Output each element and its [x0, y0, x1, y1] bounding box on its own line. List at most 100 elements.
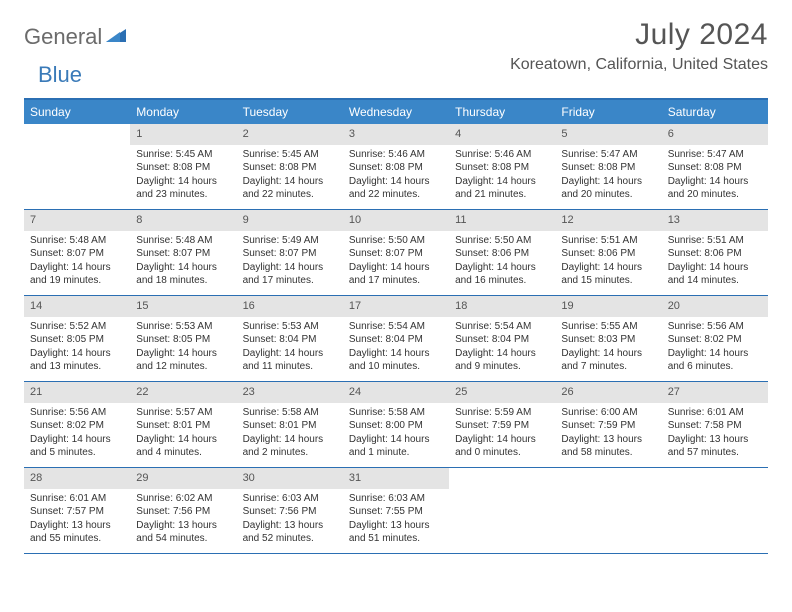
- empty-day-cell: [449, 468, 555, 553]
- sunset-text: Sunset: 7:56 PM: [243, 505, 337, 519]
- day-cell: 3Sunrise: 5:46 AMSunset: 8:08 PMDaylight…: [343, 124, 449, 209]
- day-body: Sunrise: 6:02 AMSunset: 7:56 PMDaylight:…: [130, 489, 236, 552]
- brand-triangle-icon: [106, 26, 126, 49]
- sunrise-text: Sunrise: 5:54 AM: [349, 320, 443, 334]
- weekday-header: Saturday: [662, 100, 768, 124]
- day-body: Sunrise: 5:56 AMSunset: 8:02 PMDaylight:…: [24, 403, 130, 466]
- day-body: Sunrise: 5:52 AMSunset: 8:05 PMDaylight:…: [24, 317, 130, 380]
- week-row: 28Sunrise: 6:01 AMSunset: 7:57 PMDayligh…: [24, 468, 768, 554]
- sunrise-text: Sunrise: 5:52 AM: [30, 320, 124, 334]
- day-cell: 4Sunrise: 5:46 AMSunset: 8:08 PMDaylight…: [449, 124, 555, 209]
- day-cell: 14Sunrise: 5:52 AMSunset: 8:05 PMDayligh…: [24, 296, 130, 381]
- daylight-text: Daylight: 14 hours and 11 minutes.: [243, 347, 337, 374]
- day-number: 31: [343, 468, 449, 489]
- day-number: 15: [130, 296, 236, 317]
- daylight-text: Daylight: 13 hours and 52 minutes.: [243, 519, 337, 546]
- sunset-text: Sunset: 8:04 PM: [243, 333, 337, 347]
- day-number: 26: [555, 382, 661, 403]
- sunrise-text: Sunrise: 5:51 AM: [561, 234, 655, 248]
- day-body: Sunrise: 6:00 AMSunset: 7:59 PMDaylight:…: [555, 403, 661, 466]
- weeks-container: 1Sunrise: 5:45 AMSunset: 8:08 PMDaylight…: [24, 124, 768, 554]
- location-text: Koreatown, California, United States: [510, 56, 768, 74]
- day-body: Sunrise: 5:50 AMSunset: 8:07 PMDaylight:…: [343, 231, 449, 294]
- day-number: 19: [555, 296, 661, 317]
- sunset-text: Sunset: 8:03 PM: [561, 333, 655, 347]
- sunset-text: Sunset: 8:02 PM: [30, 419, 124, 433]
- day-number: 27: [662, 382, 768, 403]
- day-number: 29: [130, 468, 236, 489]
- day-cell: 13Sunrise: 5:51 AMSunset: 8:06 PMDayligh…: [662, 210, 768, 295]
- sunset-text: Sunset: 8:08 PM: [455, 161, 549, 175]
- day-number: 4: [449, 124, 555, 145]
- day-number: 28: [24, 468, 130, 489]
- daylight-text: Daylight: 14 hours and 7 minutes.: [561, 347, 655, 374]
- calendar-grid: Sunday Monday Tuesday Wednesday Thursday…: [24, 98, 768, 554]
- weekday-header-row: Sunday Monday Tuesday Wednesday Thursday…: [24, 100, 768, 124]
- weekday-header: Wednesday: [343, 100, 449, 124]
- sunset-text: Sunset: 8:07 PM: [243, 247, 337, 261]
- week-row: 1Sunrise: 5:45 AMSunset: 8:08 PMDaylight…: [24, 124, 768, 210]
- day-cell: 22Sunrise: 5:57 AMSunset: 8:01 PMDayligh…: [130, 382, 236, 467]
- sunset-text: Sunset: 7:56 PM: [136, 505, 230, 519]
- sunrise-text: Sunrise: 5:45 AM: [243, 148, 337, 162]
- day-cell: 20Sunrise: 5:56 AMSunset: 8:02 PMDayligh…: [662, 296, 768, 381]
- brand-part2: Blue: [38, 62, 82, 88]
- day-body: Sunrise: 6:01 AMSunset: 7:58 PMDaylight:…: [662, 403, 768, 466]
- empty-day-cell: [24, 124, 130, 209]
- brand-logo: General: [24, 18, 128, 50]
- daylight-text: Daylight: 14 hours and 23 minutes.: [136, 175, 230, 202]
- daylight-text: Daylight: 14 hours and 12 minutes.: [136, 347, 230, 374]
- daylight-text: Daylight: 14 hours and 20 minutes.: [561, 175, 655, 202]
- day-number: 22: [130, 382, 236, 403]
- weekday-header: Tuesday: [237, 100, 343, 124]
- daylight-text: Daylight: 13 hours and 58 minutes.: [561, 433, 655, 460]
- sunrise-text: Sunrise: 5:57 AM: [136, 406, 230, 420]
- day-number: 25: [449, 382, 555, 403]
- sunset-text: Sunset: 8:08 PM: [561, 161, 655, 175]
- day-cell: 17Sunrise: 5:54 AMSunset: 8:04 PMDayligh…: [343, 296, 449, 381]
- day-number: 30: [237, 468, 343, 489]
- day-cell: 5Sunrise: 5:47 AMSunset: 8:08 PMDaylight…: [555, 124, 661, 209]
- week-row: 14Sunrise: 5:52 AMSunset: 8:05 PMDayligh…: [24, 296, 768, 382]
- sunset-text: Sunset: 8:02 PM: [668, 333, 762, 347]
- day-cell: 1Sunrise: 5:45 AMSunset: 8:08 PMDaylight…: [130, 124, 236, 209]
- brand-part1: General: [24, 24, 102, 50]
- day-body: Sunrise: 5:47 AMSunset: 8:08 PMDaylight:…: [555, 145, 661, 208]
- day-body: Sunrise: 6:01 AMSunset: 7:57 PMDaylight:…: [24, 489, 130, 552]
- day-cell: 19 Sunrise: 5:55 AMSunset: 8:03 PMDayligh…: [555, 296, 661, 381]
- day-body: Sunrise: 5:54 AMSunset: 8:04 PMDaylight:…: [343, 317, 449, 380]
- sunrise-text: Sunrise: 5:46 AM: [349, 148, 443, 162]
- daylight-text: Daylight: 13 hours and 55 minutes.: [30, 519, 124, 546]
- day-body: Sunrise: 5:48 AMSunset: 8:07 PMDaylight:…: [24, 231, 130, 294]
- weekday-header: Friday: [555, 100, 661, 124]
- day-number: 9: [237, 210, 343, 231]
- month-title: July 2024: [510, 18, 768, 52]
- sunrise-text: Sunrise: 5:48 AM: [30, 234, 124, 248]
- day-cell: 12Sunrise: 5:51 AMSunset: 8:06 PMDayligh…: [555, 210, 661, 295]
- sunset-text: Sunset: 8:06 PM: [668, 247, 762, 261]
- day-cell: 2Sunrise: 5:45 AMSunset: 8:08 PMDaylight…: [237, 124, 343, 209]
- sunset-text: Sunset: 8:08 PM: [668, 161, 762, 175]
- daylight-text: Daylight: 14 hours and 17 minutes.: [243, 261, 337, 288]
- day-number: 16: [237, 296, 343, 317]
- day-cell: 6Sunrise: 5:47 AMSunset: 8:08 PMDaylight…: [662, 124, 768, 209]
- daylight-text: Daylight: 14 hours and 18 minutes.: [136, 261, 230, 288]
- sunset-text: Sunset: 8:08 PM: [136, 161, 230, 175]
- daylight-text: Daylight: 14 hours and 14 minutes.: [668, 261, 762, 288]
- day-body: Sunrise: 5:45 AMSunset: 8:08 PMDaylight:…: [130, 145, 236, 208]
- sunrise-text: Sunrise: 5:45 AM: [136, 148, 230, 162]
- daylight-text: Daylight: 13 hours and 51 minutes.: [349, 519, 443, 546]
- sunset-text: Sunset: 8:00 PM: [349, 419, 443, 433]
- day-body: Sunrise: 5:50 AMSunset: 8:06 PMDaylight:…: [449, 231, 555, 294]
- sunrise-text: Sunrise: 5:53 AM: [243, 320, 337, 334]
- sunrise-text: Sunrise: 5:59 AM: [455, 406, 549, 420]
- sunset-text: Sunset: 8:08 PM: [349, 161, 443, 175]
- daylight-text: Daylight: 14 hours and 13 minutes.: [30, 347, 124, 374]
- day-cell: 8Sunrise: 5:48 AMSunset: 8:07 PMDaylight…: [130, 210, 236, 295]
- daylight-text: Daylight: 14 hours and 2 minutes.: [243, 433, 337, 460]
- sunrise-text: Sunrise: 5:55 AM: [561, 320, 655, 334]
- day-number: 24: [343, 382, 449, 403]
- daylight-text: Daylight: 14 hours and 6 minutes.: [668, 347, 762, 374]
- daylight-text: Daylight: 14 hours and 15 minutes.: [561, 261, 655, 288]
- daylight-text: Daylight: 14 hours and 17 minutes.: [349, 261, 443, 288]
